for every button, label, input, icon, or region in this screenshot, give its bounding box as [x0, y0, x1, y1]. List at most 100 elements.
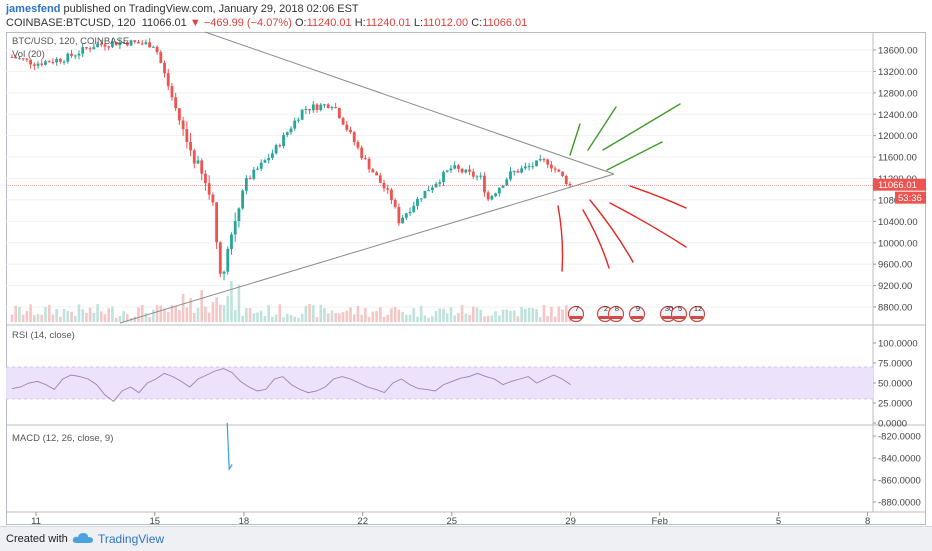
volume-bar [25, 311, 29, 322]
candle-body [170, 86, 174, 98]
price-tick-label: 12400.00 [878, 110, 918, 121]
candle-body [438, 182, 442, 184]
last-price-badge-label: 11066.01 [878, 180, 917, 191]
close-label: C: [471, 17, 483, 29]
volume-bar [564, 305, 568, 322]
volume-bar [408, 314, 412, 322]
candle-body [148, 42, 152, 48]
volume-bar [137, 307, 140, 322]
volume-bar [300, 313, 304, 322]
rsi-legend[interactable]: RSI (14, close) [12, 330, 75, 341]
time-axis[interactable]: 11 15 18 22 25 29 Feb 5 8 [31, 512, 870, 527]
volume-bar [471, 306, 475, 322]
green-projection-stroke[interactable] [606, 141, 663, 171]
candle-body [125, 42, 129, 46]
red-projection-stroke[interactable] [557, 205, 564, 272]
candle-body [390, 189, 393, 201]
candle-body [166, 73, 170, 87]
candle-body [289, 128, 293, 133]
volume-bar [185, 307, 189, 322]
candle-body [304, 108, 308, 110]
triangle-lower-trendline[interactable] [119, 173, 615, 324]
candle-body [479, 175, 483, 177]
volume-bar [230, 280, 233, 322]
green-projection-stroke[interactable] [587, 106, 617, 151]
volume-bar [524, 308, 527, 322]
event-marker-label: 30 [665, 304, 673, 313]
candle-body [256, 168, 259, 170]
candle-body [449, 168, 453, 171]
red-projection-stroke[interactable] [589, 199, 634, 263]
high-value: 11240.01 [365, 17, 411, 29]
volume-bar [479, 309, 483, 322]
candle-body [464, 169, 468, 173]
candle-body [140, 43, 144, 45]
volume-legend[interactable]: Vol (20) [12, 49, 45, 60]
time-tick-label: 5 [776, 516, 781, 527]
volume-bar [412, 307, 416, 322]
volume-bar [36, 314, 40, 322]
rsi-axis[interactable]: 100.0000 75.0000 50.0000 25.0000 0.0000 [873, 339, 918, 430]
candle-body [174, 97, 178, 109]
bearish-projection-lines[interactable] [557, 185, 687, 272]
event-flag-stripe [691, 316, 703, 319]
green-projection-stroke[interactable] [602, 103, 681, 151]
candle-body [129, 40, 133, 46]
volume-bar [509, 310, 512, 322]
volume-bar [241, 315, 244, 322]
chart-header: jamesfend published on TradingView.com, … [0, 0, 932, 32]
candle-body [483, 175, 486, 193]
volume-bar [111, 306, 114, 322]
volume-bar [219, 304, 222, 322]
volume-bars [10, 280, 572, 322]
volume-bar [252, 313, 256, 322]
candle-body [10, 56, 14, 58]
candle-body [107, 46, 111, 48]
volume-bar [274, 314, 278, 322]
candle-body [386, 188, 390, 190]
event-markers[interactable]: 7 2 8 9 30 5 12 [567, 304, 706, 323]
rsi-tick-label: 0.0000 [878, 419, 907, 430]
triangle-upper-trendline[interactable] [204, 31, 615, 175]
macd-legend[interactable]: MACD (12, 26, close, 9) [12, 433, 113, 444]
macd-axis[interactable]: -820.0000 -840.0000 -860.0000 -880.0000 [873, 432, 921, 509]
green-projection-stroke[interactable] [569, 123, 581, 156]
candle-body [360, 147, 364, 159]
bullish-projection-lines[interactable] [569, 103, 681, 171]
volume-bar [21, 314, 25, 322]
candle-body [178, 108, 181, 121]
volume-bar [163, 308, 166, 322]
volume-bar [152, 309, 155, 322]
red-projection-stroke[interactable] [629, 185, 687, 209]
volume-bar [445, 313, 449, 322]
red-projection-stroke[interactable] [582, 209, 610, 269]
series-legend[interactable]: BTC/USD, 120, COINBASE [12, 36, 129, 47]
countdown-badge [895, 191, 926, 204]
candle-body [442, 171, 445, 183]
volume-bar [59, 316, 62, 322]
volume-bar [449, 307, 453, 322]
time-tick-label: 25 [447, 516, 458, 527]
volume-bar [10, 314, 14, 322]
volume-bar [438, 308, 442, 322]
time-tick-label: 29 [565, 516, 576, 527]
candle-body [274, 145, 278, 154]
volume-bar [33, 315, 36, 322]
volume-bar [512, 310, 516, 322]
candle-body [457, 165, 460, 169]
candle-body [349, 129, 352, 133]
candle-body [181, 120, 185, 130]
volume-bar [505, 309, 509, 322]
volume-bar [434, 311, 438, 322]
tradingview-brand-link[interactable]: TradingView [98, 532, 165, 546]
candles [10, 37, 572, 281]
candle-body [557, 169, 561, 172]
volume-bar [55, 308, 58, 322]
volume-bar [405, 314, 408, 322]
volume-bar [352, 314, 356, 322]
red-projection-stroke[interactable] [609, 202, 687, 248]
volume-bar [315, 317, 319, 322]
author-link[interactable]: jamesfend [6, 3, 61, 15]
volume-bar [464, 313, 468, 322]
